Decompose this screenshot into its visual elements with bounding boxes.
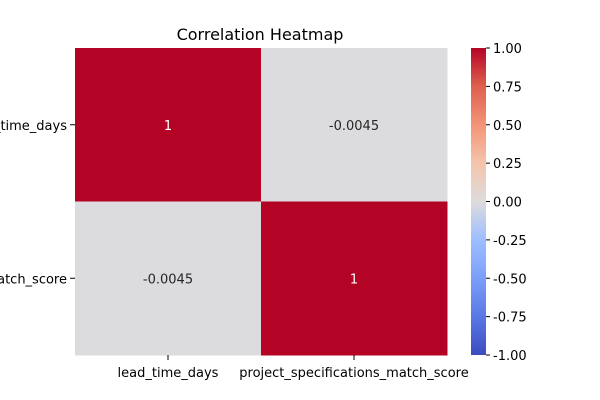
- heatmap-cell-label: -0.0045: [143, 272, 193, 287]
- colorbar-tick-label: -0.75: [493, 311, 527, 326]
- heatmap-cell: [75, 48, 262, 202]
- colorbar-gradient: [471, 48, 486, 355]
- y-tick-label: lead_time_days: [0, 119, 67, 134]
- x-tick-label: lead_time_days: [118, 366, 219, 381]
- heatmap-cell-label: 1: [350, 272, 358, 287]
- y-axis-ticks: lead_time_days project_specifications_mat…: [0, 119, 75, 287]
- colorbar: 1.00 0.75 0.50 0.25 0.00 -0.25 -0.50 -0.75 -1.00: [471, 42, 527, 364]
- heatmap-cell: [261, 201, 448, 356]
- x-tick-label: project_specifications_match_score: [239, 366, 468, 381]
- heatmap-cell-labels: 1 -0.0045 -0.0045 1: [143, 119, 379, 288]
- x-axis-ticks: lead_time_days project_specifications_mat…: [118, 355, 469, 381]
- heatmap-cell-label: 1: [164, 119, 172, 134]
- heatmap-cells: [75, 48, 448, 356]
- heatmap-cell-label: -0.0045: [329, 119, 379, 134]
- colorbar-tick-label: -0.50: [493, 272, 527, 287]
- y-tick-label: project_specifications_match_score: [0, 272, 67, 287]
- colorbar-tick-label: 0.50: [493, 119, 522, 134]
- colorbar-tick-label: 0.25: [493, 157, 522, 172]
- heatmap-cell: [75, 201, 262, 356]
- colorbar-tick-label: -1.00: [493, 349, 527, 364]
- heatmap-cell: [261, 48, 448, 202]
- colorbar-ticks: 1.00 0.75 0.50 0.25 0.00 -0.25 -0.50 -0.75 -1.00: [486, 42, 527, 364]
- chart-title: Correlation Heatmap: [177, 25, 344, 44]
- colorbar-tick-label: 0.75: [493, 80, 522, 95]
- colorbar-tick-label: -0.25: [493, 234, 527, 249]
- colorbar-tick-label: 0.00: [493, 196, 522, 211]
- colorbar-tick-label: 1.00: [493, 42, 522, 57]
